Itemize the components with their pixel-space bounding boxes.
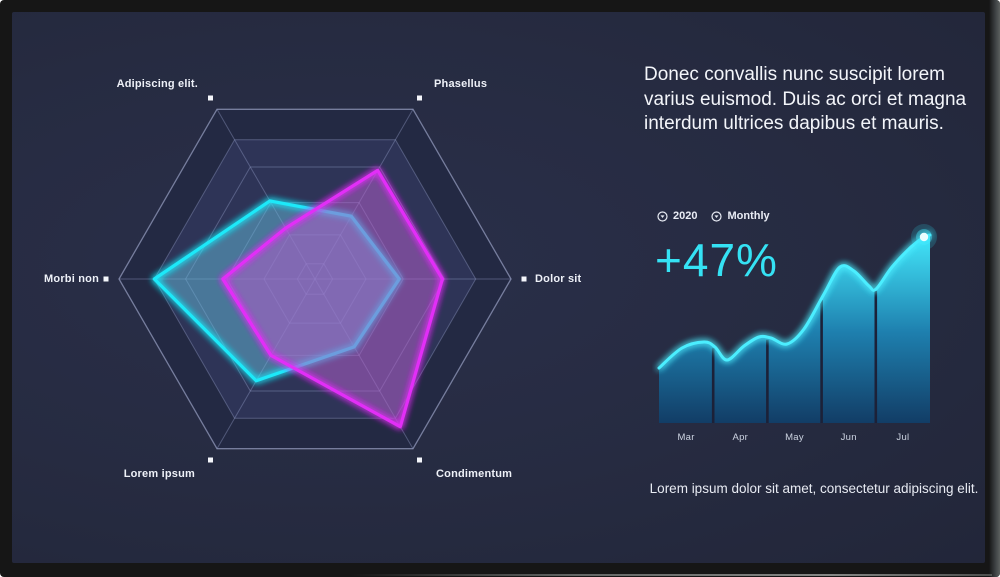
period-selector[interactable]: Monthly	[711, 210, 770, 222]
month-label: Apr	[732, 432, 749, 443]
radar-axis-label-adipiscing: Adipiscing elit.	[116, 78, 198, 90]
growth-stat: +47%	[655, 234, 778, 286]
radar-axis-label-morbi-non: Morbi non	[44, 273, 99, 285]
radar-axis-label-condimentum: Condimentum	[436, 468, 513, 480]
month-label: Mar	[677, 432, 695, 443]
radar-axis-label-phasellus: Phasellus	[434, 78, 488, 90]
area-chart	[657, 224, 937, 423]
period-selector-label: Monthly	[727, 210, 770, 222]
year-selector[interactable]: 2020	[657, 210, 697, 222]
month-axis: Mar Apr May Jun Jul	[659, 432, 930, 443]
month-label: Jun	[840, 432, 857, 443]
radar-chart	[103, 95, 527, 463]
circle-caret-down-icon	[657, 210, 668, 222]
intro-text: Donec convallis nunc suscipit lorem vari…	[644, 64, 967, 134]
circle-caret-down-icon	[711, 210, 723, 222]
year-selector-label: 2020	[673, 210, 698, 222]
chart-legend: 2020 Monthly	[657, 210, 770, 222]
month-label: May	[785, 432, 804, 443]
radar-axis-label-lorem-ipsum: Lorem ipsum	[123, 468, 195, 480]
radar-axis-label-dolor-sit: Dolor sit	[535, 273, 582, 285]
month-label: Jul	[896, 432, 910, 443]
screen: Phasellus Dolor sit Condimentum Lorem ip…	[12, 12, 985, 563]
caption-text: Lorem ipsum dolor sit amet, consectetur …	[649, 481, 979, 496]
